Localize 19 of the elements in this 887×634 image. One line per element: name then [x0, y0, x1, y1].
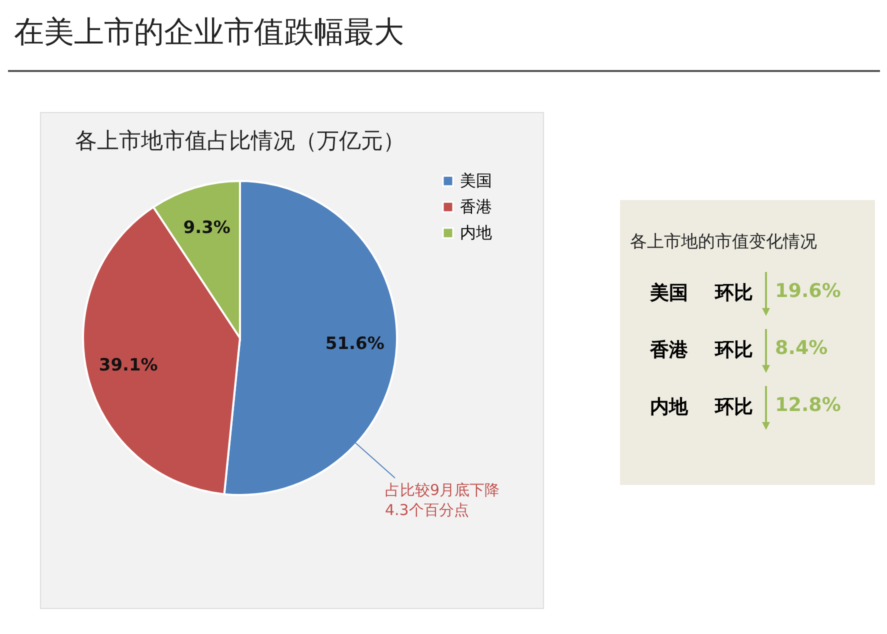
text: 19.6% — [775, 280, 841, 302]
text: 8.4% — [775, 337, 828, 359]
text: 各上市地的市值变化情况 — [630, 231, 817, 253]
text: 占比较9月底下降4.3个百分点 — [385, 481, 500, 519]
legend-label: 美国 — [460, 171, 492, 190]
text: 内地 — [650, 395, 688, 420]
chart-subtitle: 各上市地市值占比情况（万亿元） — [75, 129, 405, 154]
text: 环比 — [715, 395, 753, 420]
text: 环比 — [715, 338, 753, 363]
chart-title: 在美上市的企业市值跌幅最大 — [14, 14, 404, 52]
data-label: 9.3% — [183, 218, 230, 238]
text: 12.8% — [775, 394, 841, 416]
data-label: 51.6% — [325, 334, 384, 354]
text: 香港 — [650, 338, 688, 363]
legend-label: 香港 — [460, 197, 492, 216]
legend-label: 内地 — [460, 223, 492, 242]
data-label: 39.1% — [98, 356, 158, 376]
text: 环比 — [715, 281, 753, 306]
text: 美国 — [650, 281, 688, 306]
